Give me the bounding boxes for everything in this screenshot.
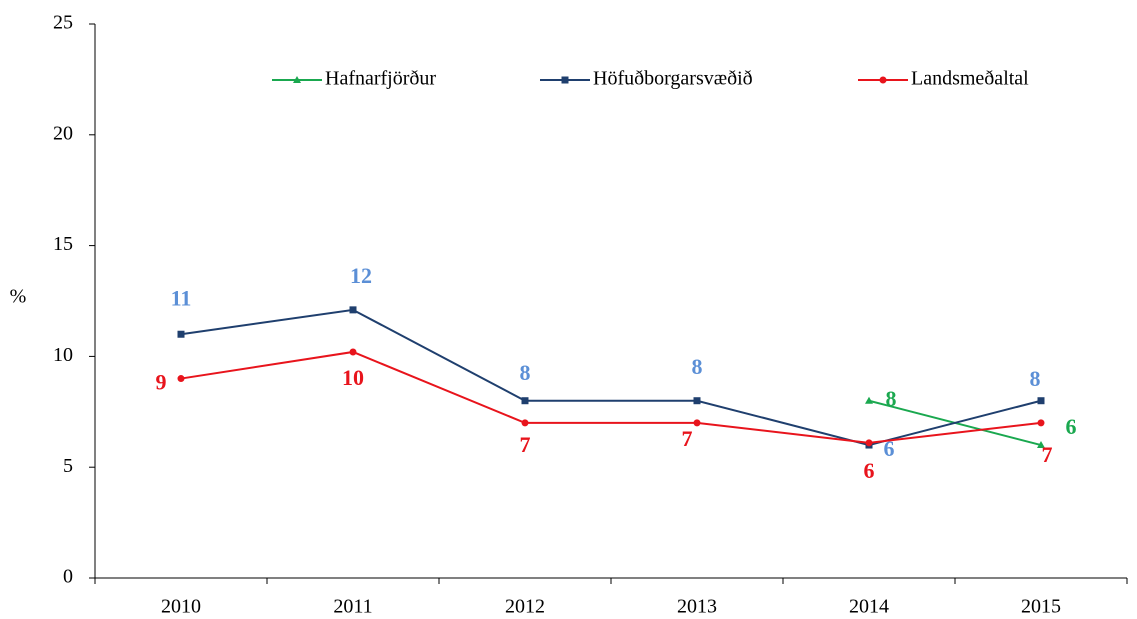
series-line — [180, 350, 1042, 444]
data-point — [1037, 419, 1045, 427]
legend-marker — [879, 76, 887, 84]
value-label: 7 — [682, 426, 693, 451]
data-point — [521, 419, 529, 427]
value-label: 8 — [692, 354, 703, 379]
value-label: 9 — [156, 370, 167, 395]
value-label: 8 — [520, 360, 531, 385]
value-label: 11 — [171, 285, 192, 310]
x-tick-label: 2015 — [1021, 596, 1061, 618]
y-tick-label: 15 — [53, 233, 73, 255]
y-tick-label: 10 — [53, 344, 73, 366]
data-point — [1037, 441, 1045, 449]
value-label: 7 — [1042, 442, 1053, 467]
y-axis-label: % — [10, 286, 27, 308]
value-label: 6 — [1066, 414, 1077, 439]
data-point — [693, 397, 701, 405]
value-label: 8 — [886, 386, 897, 411]
value-label: 10 — [342, 365, 364, 390]
data-point — [865, 396, 873, 404]
legend-label: Hafnarfjörður — [325, 68, 436, 90]
data-point — [349, 348, 357, 356]
x-tick-label: 2014 — [849, 596, 889, 618]
x-tick-label: 2012 — [505, 596, 545, 618]
value-label: 6 — [864, 458, 875, 483]
y-tick-label: 5 — [63, 455, 73, 477]
data-point — [521, 397, 529, 405]
data-point — [177, 375, 185, 383]
y-tick-label: 20 — [53, 122, 73, 144]
y-tick-label: 25 — [53, 12, 73, 34]
y-tick-label: 0 — [63, 566, 73, 588]
data-point — [865, 439, 873, 447]
data-point — [693, 419, 701, 427]
value-label: 7 — [520, 432, 531, 457]
legend-label: Landsmeðaltal — [911, 68, 1029, 90]
value-label: 12 — [350, 263, 372, 288]
legend-marker — [561, 76, 569, 84]
x-tick-label: 2010 — [161, 596, 201, 618]
series-line — [180, 308, 1042, 447]
data-point — [1037, 397, 1045, 405]
value-label: 8 — [1030, 366, 1041, 391]
data-point — [177, 330, 185, 338]
x-tick-label: 2013 — [677, 596, 717, 618]
data-point — [349, 306, 357, 314]
legend-marker — [293, 76, 301, 83]
value-label: 6 — [884, 436, 895, 461]
legend-label: Höfuðborgarsvæðið — [593, 68, 753, 90]
x-tick-label: 2011 — [333, 596, 372, 618]
